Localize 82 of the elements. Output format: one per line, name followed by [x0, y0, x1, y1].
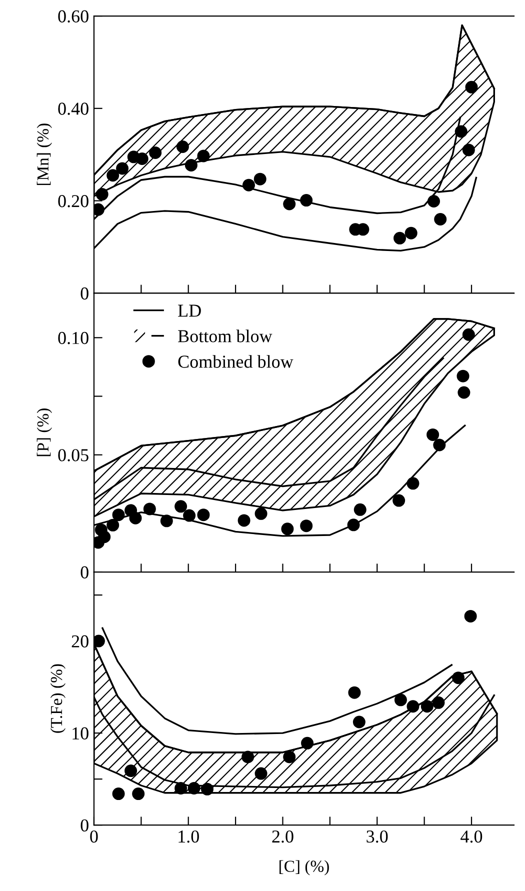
- point: [116, 162, 129, 175]
- point: [394, 232, 406, 244]
- point: [143, 502, 156, 516]
- point: [136, 152, 148, 165]
- point: [176, 140, 189, 153]
- point: [197, 150, 210, 162]
- point: [454, 125, 468, 138]
- point: [281, 522, 294, 536]
- point: [428, 194, 440, 208]
- y-tick-label: 0.10: [58, 332, 88, 344]
- point: [458, 386, 470, 399]
- point: [96, 188, 108, 201]
- y-tick-label: 0.40: [58, 102, 88, 115]
- point: [129, 512, 142, 524]
- point: [149, 146, 162, 159]
- point: [406, 477, 420, 490]
- legend-label: LD: [178, 304, 201, 317]
- point: [301, 736, 314, 750]
- point: [462, 328, 475, 341]
- point: [283, 750, 296, 764]
- x-tick-label: 2.0: [272, 830, 294, 843]
- point: [174, 782, 188, 795]
- point: [184, 158, 198, 172]
- x-tick-label: 0: [90, 830, 98, 843]
- x-axis-title: [C] (%): [280, 860, 329, 876]
- point: [432, 696, 445, 709]
- x-tick-label: 1.0: [178, 830, 199, 843]
- legend-label: Combined blow: [178, 355, 294, 368]
- point: [348, 686, 361, 699]
- point: [188, 782, 200, 795]
- point: [406, 700, 420, 713]
- point: [112, 508, 125, 522]
- point: [420, 700, 434, 713]
- y-tick-label: 0.20: [58, 195, 88, 208]
- y-tick-label: 0: [80, 819, 88, 832]
- point: [300, 520, 313, 532]
- point: [354, 503, 366, 516]
- point: [242, 178, 256, 192]
- point: [456, 370, 470, 382]
- point: [254, 767, 268, 780]
- y-axis-title: [P] (%): [36, 408, 52, 456]
- point: [242, 750, 254, 764]
- x-tick-label: 3.0: [366, 830, 388, 843]
- point: [238, 514, 250, 527]
- point: [300, 194, 313, 207]
- point: [352, 716, 366, 728]
- point: [426, 428, 440, 441]
- y-axis-title: [Mn] (%): [36, 124, 52, 186]
- point: [283, 198, 296, 210]
- point: [197, 508, 210, 522]
- point: [112, 788, 125, 800]
- point: [433, 438, 446, 452]
- point: [106, 169, 120, 182]
- point: [106, 518, 120, 532]
- point: [160, 514, 173, 528]
- point: [464, 610, 477, 622]
- point: [183, 509, 196, 522]
- point: [434, 212, 447, 226]
- point: [132, 788, 145, 800]
- point: [452, 672, 465, 684]
- point: [254, 172, 266, 186]
- y-tick-label: 20: [72, 635, 88, 648]
- point: [174, 500, 188, 513]
- y-tick-label: 0: [80, 287, 88, 300]
- point: [124, 764, 138, 778]
- y-tick-label: 0.60: [58, 10, 88, 23]
- point: [465, 80, 478, 94]
- point: [200, 782, 214, 796]
- x-tick-label: 4.0: [460, 830, 482, 843]
- point: [404, 226, 418, 240]
- point: [394, 694, 407, 706]
- y-tick-label: 10: [72, 727, 88, 740]
- point: [94, 634, 105, 648]
- y-tick-label: 0.05: [58, 449, 88, 462]
- point: [347, 518, 360, 532]
- point: [462, 144, 475, 156]
- point: [392, 494, 406, 507]
- y-axis-title: (T.Fe) (%): [50, 664, 66, 733]
- y-tick-label: 0: [80, 566, 88, 578]
- legend-label: Bottom blow: [178, 330, 272, 342]
- point: [254, 507, 268, 520]
- point: [98, 530, 111, 544]
